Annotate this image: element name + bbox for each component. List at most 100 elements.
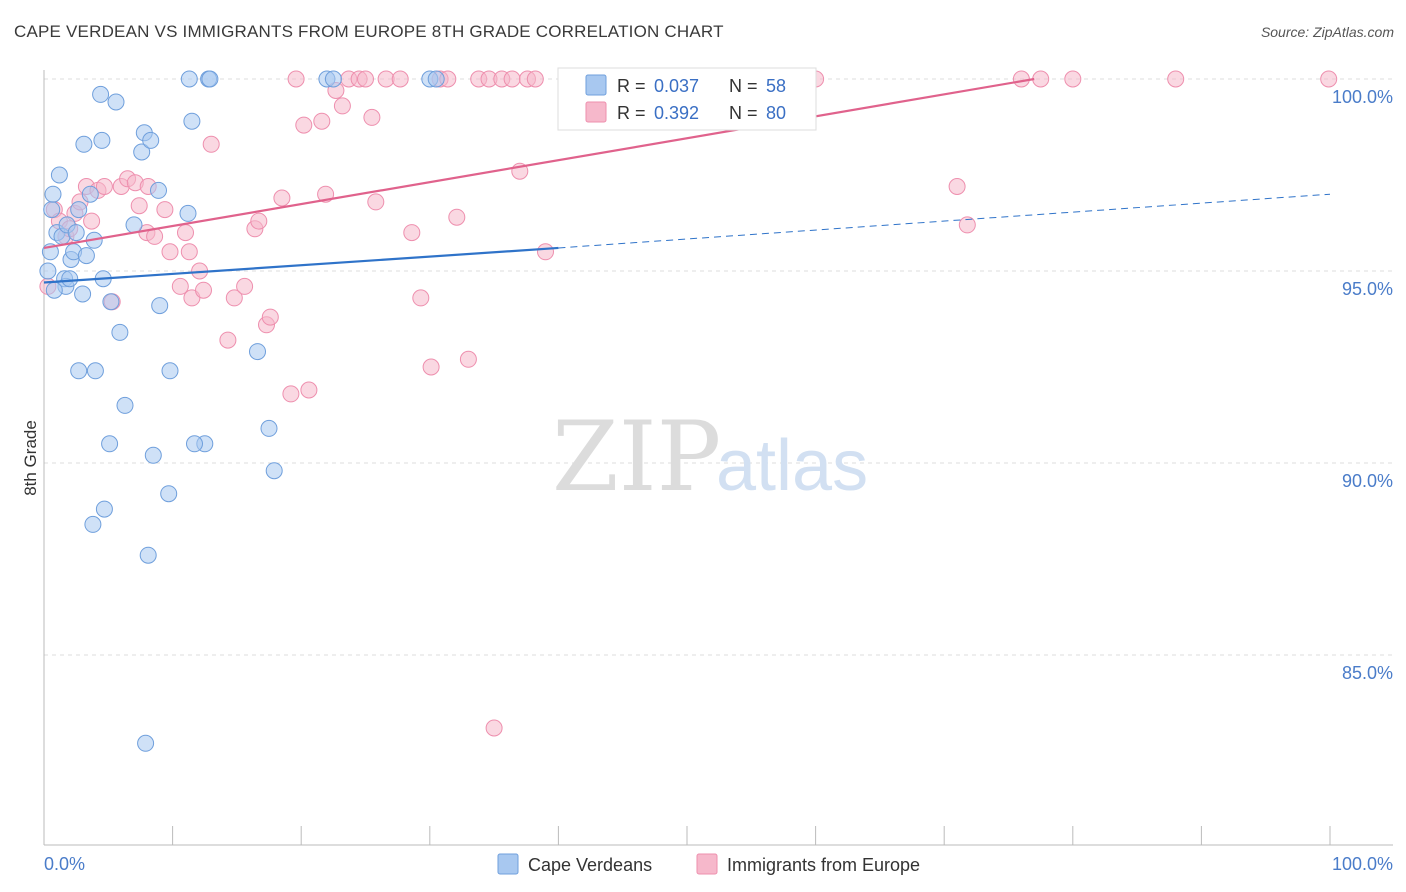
y-tick-label: 85.0%	[1342, 663, 1393, 683]
data-point-cape-verdeans	[183, 112, 201, 130]
data-point-cape-verdeans	[324, 70, 342, 88]
bottom-legend: Cape Verdeans Immigrants from Europe	[497, 853, 920, 875]
legend-r-value-pink: 0.392	[654, 103, 699, 123]
data-point-cape-verdeans	[44, 185, 62, 203]
data-point-immigrants-from-europe	[287, 70, 305, 88]
data-point-cape-verdeans	[116, 396, 134, 414]
data-point-immigrants-from-europe	[161, 243, 179, 261]
legend-n-label-pink: N =	[729, 103, 758, 123]
trend-line-cape-verdeans-extrapolated	[558, 193, 1331, 249]
y-axis-tick-labels: 85.0% 90.0% 95.0% 100.0%	[1332, 87, 1393, 683]
bottom-legend-swatch-blue	[497, 853, 519, 875]
watermark-zip: ZIP	[552, 401, 721, 513]
data-point-cape-verdeans	[70, 362, 88, 380]
legend: R = 0.037 N = 58 R = 0.392 N = 80	[557, 67, 817, 131]
data-point-cape-verdeans	[133, 143, 151, 161]
legend-n-label-blue: N =	[729, 76, 758, 96]
data-point-cape-verdeans	[161, 362, 179, 380]
data-point-immigrants-from-europe	[948, 178, 966, 195]
data-point-immigrants-from-europe	[180, 243, 198, 261]
data-point-immigrants-from-europe	[195, 281, 212, 299]
data-point-immigrants-from-europe	[236, 277, 254, 295]
data-point-cape-verdeans	[144, 446, 162, 464]
trend-lines	[43, 77, 1331, 284]
data-point-cape-verdeans	[77, 247, 95, 265]
data-point-cape-verdeans	[150, 181, 167, 199]
x-axis-ticks	[43, 826, 1331, 845]
data-point-cape-verdeans	[139, 546, 157, 564]
data-point-immigrants-from-europe	[130, 197, 148, 215]
data-point-immigrants-from-europe	[958, 216, 976, 234]
bottom-legend-swatch-pink	[696, 853, 718, 875]
data-point-immigrants-from-europe	[537, 243, 554, 261]
data-point-immigrants-from-europe	[367, 193, 385, 211]
chart-title: CAPE VERDEAN VS IMMIGRANTS FROM EUROPE 8…	[14, 22, 724, 41]
data-point-cape-verdeans	[61, 270, 79, 288]
data-point-cape-verdeans	[84, 515, 102, 533]
source-label: Source: ZipAtlas.com	[1260, 24, 1394, 40]
data-point-cape-verdeans	[74, 285, 92, 303]
trend-line-cape-verdeans	[43, 246, 559, 284]
data-point-cape-verdeans	[45, 281, 63, 299]
data-point-immigrants-from-europe	[202, 135, 220, 153]
data-point-cape-verdeans	[67, 224, 85, 242]
data-point-immigrants-from-europe	[448, 208, 466, 226]
data-point-immigrants-from-europe	[313, 112, 331, 130]
data-point-cape-verdeans	[142, 131, 160, 149]
data-point-cape-verdeans	[179, 204, 197, 222]
data-point-immigrants-from-europe	[295, 116, 313, 134]
data-point-cape-verdeans	[75, 135, 93, 153]
data-point-immigrants-from-europe	[225, 289, 243, 307]
data-point-immigrants-from-europe	[412, 289, 430, 307]
data-point-cape-verdeans	[160, 485, 178, 503]
legend-swatch-blue	[585, 74, 607, 96]
data-point-immigrants-from-europe	[1320, 70, 1338, 88]
data-point-cape-verdeans	[107, 93, 125, 111]
y-tick-label: 90.0%	[1342, 471, 1393, 491]
watermark-atlas: atlas	[716, 426, 868, 506]
data-point-immigrants-from-europe	[1032, 70, 1050, 88]
data-point-immigrants-from-europe	[300, 381, 318, 399]
data-point-immigrants-from-europe	[83, 212, 101, 230]
grid-lines	[44, 78, 1393, 656]
data-point-immigrants-from-europe	[333, 97, 351, 115]
data-point-immigrants-from-europe	[95, 178, 113, 195]
data-point-immigrants-from-europe	[250, 212, 268, 230]
data-point-cape-verdeans	[50, 166, 68, 184]
data-point-immigrants-from-europe	[282, 385, 300, 403]
data-point-immigrants-from-europe	[177, 224, 194, 242]
data-point-cape-verdeans	[180, 70, 198, 88]
data-point-cape-verdeans	[92, 85, 110, 103]
data-point-immigrants-from-europe	[156, 201, 174, 219]
data-point-cape-verdeans	[427, 70, 445, 88]
data-point-immigrants-from-europe	[273, 189, 291, 207]
data-point-immigrants-from-europe	[526, 70, 544, 88]
data-point-cape-verdeans	[186, 435, 203, 453]
bottom-legend-label-blue: Cape Verdeans	[528, 855, 652, 875]
data-point-cape-verdeans	[95, 500, 113, 518]
watermark: ZIP atlas	[552, 401, 868, 513]
series-cape-verdeans	[39, 70, 445, 752]
data-point-cape-verdeans	[102, 293, 120, 311]
data-point-cape-verdeans	[39, 262, 57, 280]
data-point-immigrants-from-europe	[403, 224, 421, 242]
y-axis-label: 8th Grade	[21, 420, 40, 496]
data-point-cape-verdeans	[101, 435, 119, 453]
data-point-cape-verdeans	[265, 462, 283, 480]
data-point-immigrants-from-europe	[1012, 70, 1030, 88]
data-point-immigrants-from-europe	[1064, 70, 1082, 88]
data-point-cape-verdeans	[86, 362, 104, 380]
axes	[43, 70, 1393, 846]
data-point-cape-verdeans	[260, 419, 278, 437]
data-point-cape-verdeans	[43, 201, 61, 219]
data-point-immigrants-from-europe	[459, 350, 477, 368]
data-point-immigrants-from-europe	[261, 308, 279, 326]
data-point-cape-verdeans	[93, 131, 111, 149]
data-point-immigrants-from-europe	[485, 719, 503, 737]
legend-r-label-blue: R =	[617, 76, 646, 96]
trend-line-immigrants-from-europe	[43, 77, 1035, 250]
data-point-cape-verdeans	[249, 343, 266, 361]
data-point-cape-verdeans	[137, 734, 155, 752]
data-point-cape-verdeans	[81, 185, 99, 203]
